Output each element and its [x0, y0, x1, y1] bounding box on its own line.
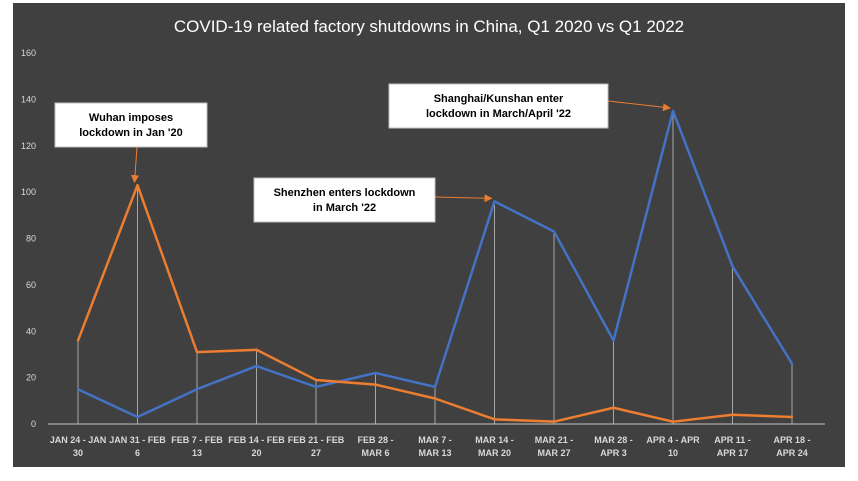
annotation-text: lockdown in Jan '20	[79, 127, 182, 139]
x-tick-label: FEB 14 - FEB	[228, 435, 285, 445]
y-axis: 0 20 40 60 80 100 120 140 160	[21, 48, 36, 429]
data-point	[374, 371, 377, 375]
x-tick-label: MAR 14 -	[475, 435, 514, 445]
data-point	[731, 265, 734, 268]
data-point	[195, 388, 199, 391]
data-point	[790, 362, 794, 365]
y-tick-label: 20	[26, 373, 36, 383]
data-point	[136, 183, 139, 187]
x-tick-label: APR 3	[600, 448, 627, 458]
line-chart: COVID-19 related factory shutdowns in Ch…	[21, 17, 825, 458]
x-tick-label: MAR 7 -	[418, 435, 452, 445]
x-axis: JAN 24 - JAN 30 JAN 31 - FEB 6 FEB 7 - FEB 13…	[48, 423, 825, 458]
data-point	[255, 348, 258, 351]
annotation-text: in March '22	[313, 202, 376, 214]
x-tick-label: MAR 27	[537, 448, 570, 458]
annotations: Wuhan imposes lockdown in Jan '20 Shenzhen…	[54, 83, 671, 223]
y-tick-label: 60	[26, 280, 36, 290]
annotation-callout: Wuhan imposes lockdown in Jan '20	[54, 102, 208, 184]
annotation-text: Wuhan imposes	[89, 112, 173, 124]
annotation-box	[388, 83, 609, 129]
data-point	[493, 200, 496, 203]
data-point	[612, 406, 615, 409]
x-tick-label: MAR 20	[478, 448, 511, 458]
data-point	[314, 385, 318, 389]
x-tick-label: MAR 21 -	[535, 435, 574, 445]
data-point	[552, 230, 556, 233]
x-tick-label: MAR 13	[418, 448, 451, 458]
data-point	[76, 388, 80, 391]
x-tick-label: APR 24	[776, 448, 808, 458]
data-point	[76, 339, 80, 342]
annotation-text: Shenzhen enters lockdown	[274, 187, 416, 199]
data-point	[671, 420, 675, 423]
annotation-callout: Shenzhen enters lockdown in March '22	[253, 177, 493, 223]
x-tick-label: 30	[73, 448, 83, 458]
data-point	[433, 397, 437, 400]
x-tick-label: JAN 24 - JAN	[50, 435, 107, 445]
data-point	[195, 350, 199, 354]
x-tick-label: FEB 7 - FEB	[171, 435, 223, 445]
y-tick-label: 0	[31, 419, 36, 429]
y-tick-label: 160	[21, 48, 36, 58]
drop-lines	[77, 110, 793, 424]
x-tick-label: MAR 6	[361, 448, 389, 458]
x-tick-label: MAR 28 -	[594, 435, 633, 445]
x-tick-label: FEB 21 - FEB	[288, 435, 345, 445]
data-point	[671, 109, 675, 113]
annotation-box	[54, 102, 208, 148]
data-point	[552, 420, 556, 423]
data-point	[612, 339, 615, 342]
data-point	[493, 418, 496, 421]
series-layer	[76, 109, 794, 423]
x-tick-label: 27	[311, 448, 321, 458]
annotation-text: lockdown in March/April '22	[426, 108, 571, 120]
x-tick-label: 6	[135, 448, 140, 458]
data-point	[374, 383, 377, 386]
annotation-box	[253, 177, 436, 223]
y-tick-label: 100	[21, 187, 36, 197]
y-tick-label: 120	[21, 141, 36, 151]
chart-frame: COVID-19 related factory shutdowns in Ch…	[13, 3, 845, 467]
x-tick-label: APR 18 -	[773, 435, 810, 445]
x-tick-label: 13	[192, 448, 202, 458]
x-tick-label: FEB 28 -	[357, 435, 393, 445]
data-point	[731, 413, 734, 416]
x-tick-label: JAN 31 - FEB	[109, 435, 166, 445]
chart-title: COVID-19 related factory shutdowns in Ch…	[174, 17, 684, 36]
data-point	[136, 415, 139, 419]
y-tick-label: 40	[26, 326, 36, 336]
data-point	[790, 415, 794, 419]
annotation-arrow	[607, 100, 671, 112]
annotation-arrow	[434, 194, 493, 203]
data-point	[255, 364, 258, 368]
x-tick-label: APR 17	[717, 448, 749, 458]
x-tick-label: APR 4 - APR	[646, 435, 700, 445]
x-tick-label: 20	[251, 448, 261, 458]
x-tick-label: 10	[668, 448, 678, 458]
series-line-0	[77, 109, 794, 419]
annotation-callout: Shanghai/Kunshan enter lockdown in March/…	[388, 83, 671, 129]
data-point	[433, 385, 437, 389]
annotation-text: Shanghai/Kunshan enter	[434, 93, 564, 105]
annotation-arrow	[131, 146, 139, 184]
x-tick-label: APR 11 -	[714, 435, 751, 445]
data-point	[314, 378, 318, 382]
y-tick-label: 140	[21, 94, 36, 104]
y-tick-label: 80	[26, 234, 36, 244]
